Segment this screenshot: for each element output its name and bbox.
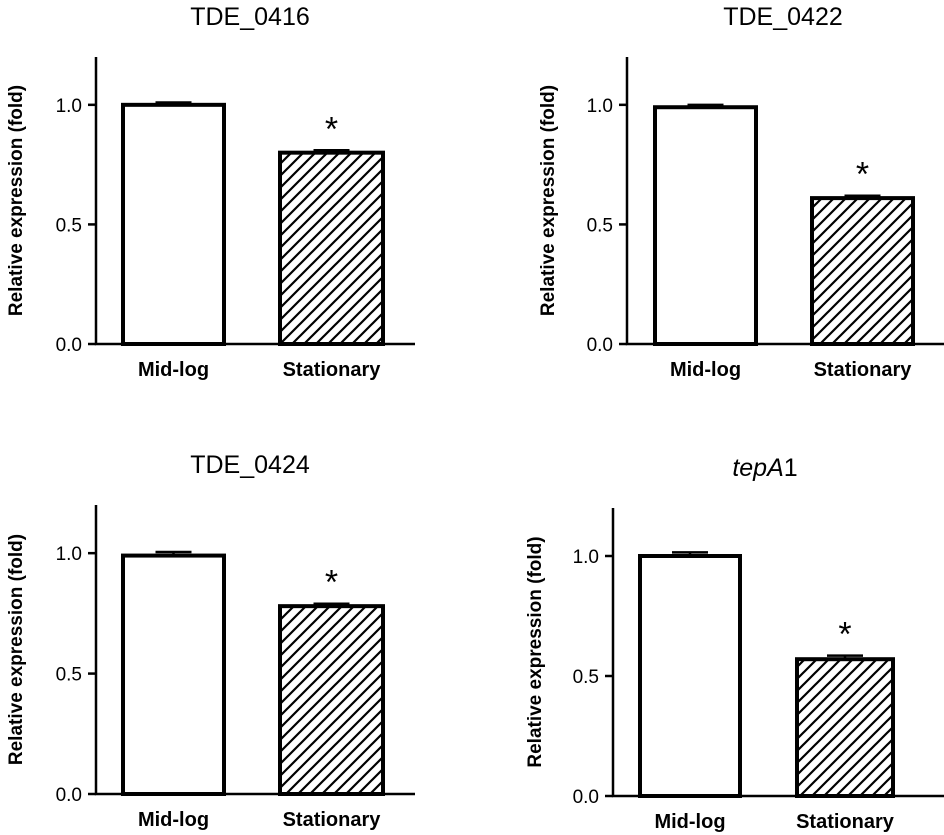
error-bar <box>313 149 350 153</box>
chart-panel-1: TDE_0416 0.0 0.5 1.0 Relative expression (fo… <box>6 3 415 381</box>
x-category-label: Stationary <box>814 359 913 381</box>
chart-title: tepA1 <box>732 454 797 482</box>
y-axis-label: Relative expression (fold) <box>6 85 27 316</box>
y-axis-label: Relative expression (fold) <box>525 536 546 767</box>
significance-marker: * <box>856 156 869 194</box>
error-bar <box>844 194 881 199</box>
x-category-label: Stationary <box>283 359 382 381</box>
chart-title-italic: tepA <box>732 454 783 482</box>
y-axis-label: Relative expression (fold) <box>6 534 27 765</box>
y-tick-label: 0.5 <box>587 215 613 236</box>
bar-stationary <box>278 604 385 797</box>
y-tick-label: 1.0 <box>587 96 613 117</box>
chart-panel-4: tepA1 0.0 0.5 1.0 Relative expression (fold)… <box>525 454 944 833</box>
error-bar <box>313 602 350 607</box>
significance-marker: * <box>325 564 338 602</box>
error-bar <box>155 101 192 105</box>
x-category-label: Stationary <box>796 811 895 833</box>
error-bar <box>687 103 724 108</box>
x-category-label: Stationary <box>283 809 382 831</box>
y-tick-label: 1.0 <box>573 547 599 568</box>
x-category-label: Mid-log <box>654 811 725 833</box>
chart-title: TDE_0416 <box>190 3 310 31</box>
y-tick-label: 0.0 <box>56 785 82 806</box>
y-tick-label: 1.0 <box>56 544 82 565</box>
chart-title-text: TDE_0416 <box>190 3 310 31</box>
significance-marker: * <box>838 616 851 654</box>
chart-title: TDE_0422 <box>723 3 843 31</box>
bar-mid-log <box>121 102 226 347</box>
chart-title-text: TDE_0424 <box>190 451 310 479</box>
bar-stationary <box>810 196 915 346</box>
bar-mid-log <box>638 554 742 798</box>
y-tick-label: 0.5 <box>56 215 82 236</box>
y-tick-label: 0.5 <box>56 665 82 686</box>
chart-panel-3: TDE_0424 0.0 0.5 1.0 Relative expression (fo… <box>6 451 415 831</box>
y-tick-label: 0.5 <box>573 667 599 688</box>
error-bar <box>155 550 192 556</box>
bar-stationary <box>795 657 895 799</box>
y-tick-label: 0.0 <box>573 787 599 808</box>
y-tick-label: 0.0 <box>56 335 82 356</box>
bar-stationary <box>278 150 385 346</box>
x-category-label: Mid-log <box>670 359 741 381</box>
chart-title: TDE_0424 <box>190 451 310 479</box>
chart-title-text: TDE_0422 <box>723 3 843 31</box>
y-tick-label: 0.0 <box>587 335 613 356</box>
significance-marker: * <box>325 110 338 148</box>
chart-title-text: 1 <box>784 454 798 482</box>
y-tick-label: 1.0 <box>56 96 82 117</box>
chart-panel-2: TDE_0422 0.0 0.5 1.0 Relative expression (fo… <box>538 3 944 381</box>
y-axis-label: Relative expression (fold) <box>538 85 559 316</box>
x-category-label: Mid-log <box>138 359 209 381</box>
error-bar <box>672 551 708 556</box>
bar-mid-log <box>653 105 758 346</box>
error-bar <box>827 654 863 660</box>
bar-mid-log <box>121 553 226 797</box>
x-category-label: Mid-log <box>138 809 209 831</box>
